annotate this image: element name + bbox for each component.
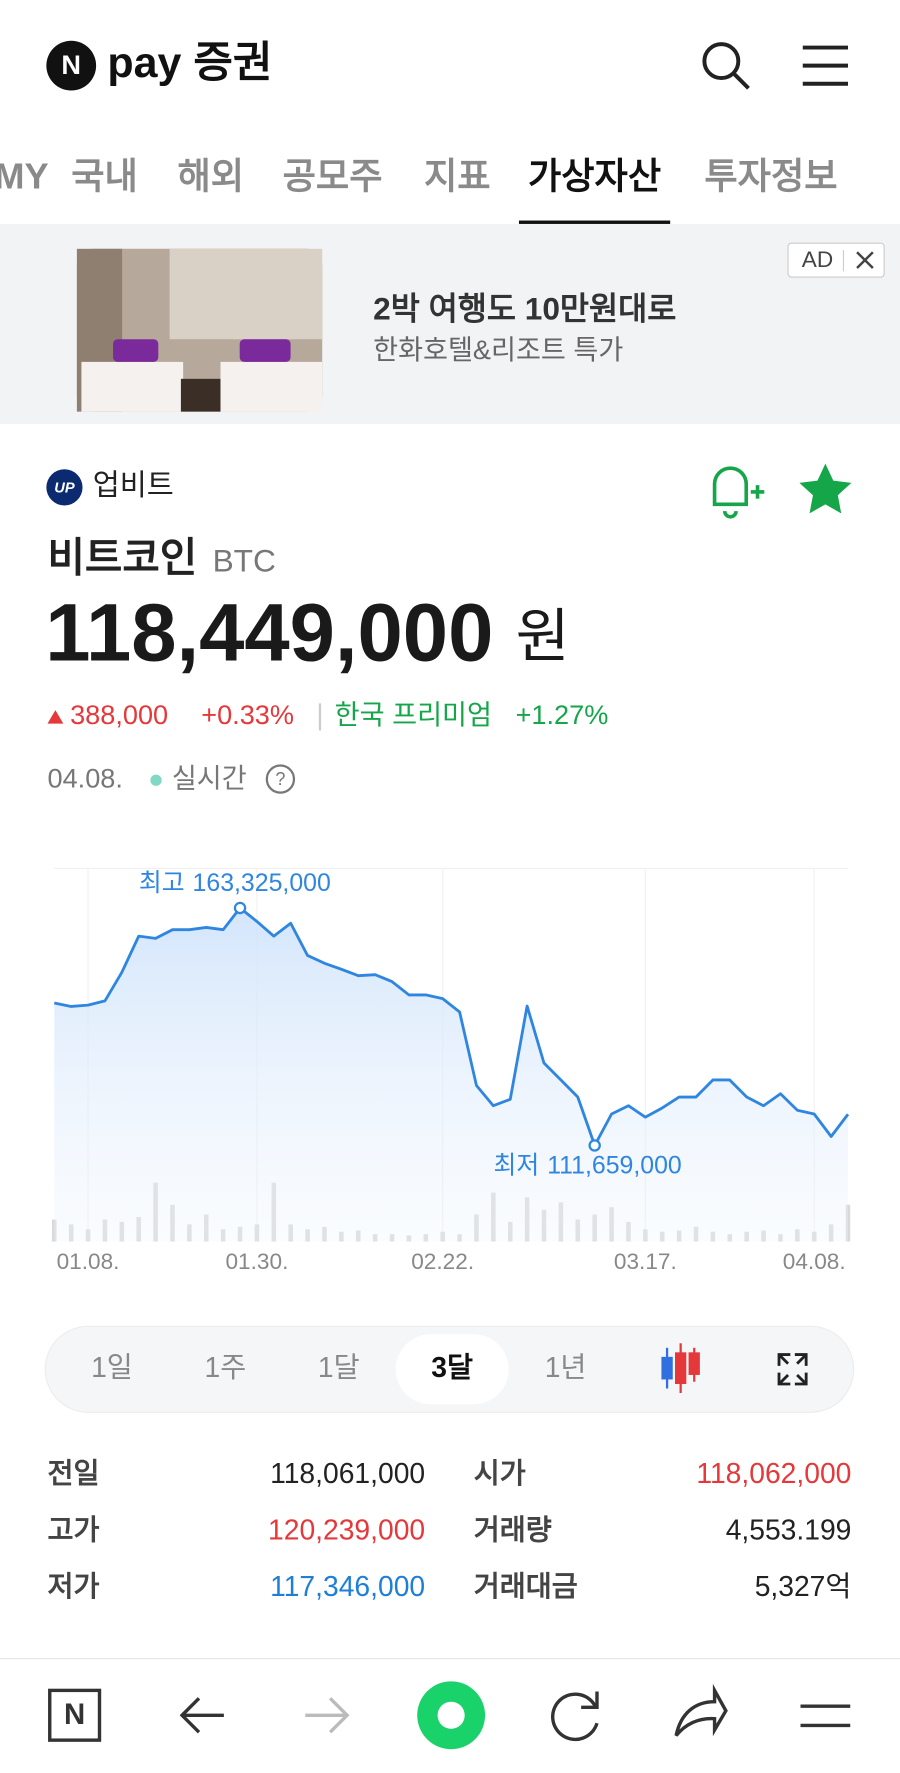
x-tick-label: 04.08. [783, 1249, 846, 1274]
status: 실시간 [172, 762, 247, 793]
asset-name: 비트코인 [47, 535, 197, 581]
stat-label: 거래량 [474, 1514, 552, 1546]
exchange-logo [46, 469, 83, 506]
stat-label: 시가 [474, 1457, 526, 1489]
brand: pay 증권 [107, 39, 272, 87]
price-area [54, 907, 848, 1242]
price-chart: 01.08. 01.30. 02.22. 03.17. 04.08. 최고 163,325,… [52, 867, 851, 1274]
ad-badge-text: AD [802, 247, 833, 272]
stat-value: 118,061,000 [270, 1457, 425, 1489]
svg-text:?: ? [275, 769, 285, 789]
share-button[interactable] [674, 1683, 728, 1737]
green-dot-button[interactable] [417, 1681, 486, 1750]
volume-bar [845, 1204, 851, 1242]
x-tick-label: 01.30. [225, 1249, 288, 1274]
asset-info: UP 업비트 비트코인 BTC 118,449,000 원 388,000 +0… [45, 463, 852, 794]
up-arrow [47, 710, 64, 724]
period-option[interactable]: 1주 [204, 1351, 246, 1383]
ad-title: 2박 여행도 10만원대로 [373, 290, 676, 326]
svg-text:N: N [64, 1698, 85, 1731]
annotation-label: 최저 [494, 1151, 540, 1179]
live-dot [150, 774, 162, 786]
home-button[interactable]: N [48, 1688, 102, 1742]
stats-table: 전일 118,061,000 시가 118,062,000 고가 120,239,000 거… [47, 1457, 851, 1602]
period-option[interactable]: 1년 [545, 1351, 587, 1383]
period-active [395, 1334, 509, 1405]
period-option[interactable]: 1달 [318, 1351, 360, 1383]
fullscreen-button[interactable] [777, 1353, 808, 1386]
back-button[interactable] [179, 1697, 224, 1734]
stat-value: 117,346,000 [270, 1570, 425, 1602]
extreme-marker [233, 901, 247, 915]
stat-value: 4,553.199 [726, 1514, 852, 1546]
stat-value: 5,327억 [755, 1570, 852, 1602]
search-icon[interactable] [702, 42, 750, 90]
change-percent: +0.33% [201, 699, 294, 730]
x-tick-label: 03.17. [614, 1249, 677, 1274]
ad-close[interactable] [856, 251, 874, 269]
logo[interactable] [46, 40, 97, 91]
tab[interactable]: 가상자산 [528, 155, 661, 196]
menu-icon[interactable] [802, 45, 848, 86]
stat-label: 저가 [47, 1570, 99, 1602]
ad-banner[interactable]: 2박 여행도 10만원대로 한화호텔&리조트 특가 AD [0, 223, 900, 425]
stat-label: 고가 [47, 1514, 99, 1546]
x-tick-label: 01.08. [57, 1249, 120, 1274]
price: 118,449,000 [45, 587, 493, 678]
asset-symbol: BTC [213, 542, 276, 578]
tab[interactable]: MY [0, 155, 49, 196]
stat-label: 전일 [47, 1457, 99, 1489]
extreme-marker [588, 1139, 601, 1152]
annotation-label: 최고 [139, 869, 185, 897]
refresh-button[interactable] [551, 1691, 599, 1742]
forward-button[interactable] [305, 1697, 350, 1734]
tab-underline [518, 220, 671, 226]
ad-subtitle: 한화호텔&리조트 특가 [373, 334, 623, 365]
tab[interactable]: 지표 [424, 155, 491, 196]
stat-value: 118,062,000 [696, 1457, 851, 1489]
header: N pay 증권 [46, 39, 848, 91]
stat-label: 거래대금 [474, 1570, 578, 1602]
tab-bar: MY 국내 해외 공모주 지표 가상자산 투자정보 [0, 155, 838, 226]
ad-image [76, 248, 323, 412]
tab[interactable]: 공모주 [283, 155, 383, 196]
price-line [53, 906, 850, 1147]
exchange-logo-text: UP [54, 480, 75, 496]
help-icon[interactable]: ? [265, 764, 296, 794]
period-selector: 1일 1주 1달 3달 1년 [91, 1334, 587, 1405]
annotation-value: 163,325,000 [193, 869, 331, 897]
period-option[interactable]: 1일 [91, 1351, 133, 1383]
tab[interactable]: 투자정보 [704, 155, 837, 196]
premium-label: 한국 프리미엄 [335, 699, 492, 730]
favorite-button[interactable] [799, 463, 852, 514]
exchange-name: 업비트 [93, 469, 174, 502]
more-button[interactable] [800, 1704, 851, 1728]
change: 388,000 [70, 699, 168, 730]
date: 04.08. [47, 762, 122, 793]
alert-button[interactable] [712, 466, 765, 519]
annotation-value: 111,659,000 [547, 1151, 682, 1179]
currency: 원 [516, 605, 570, 670]
tab[interactable]: 국내 [71, 155, 138, 196]
period-option[interactable]: 3달 [431, 1351, 473, 1383]
stat-value: 120,239,000 [268, 1514, 425, 1546]
ad-badge [787, 242, 885, 278]
logo-letter: N [61, 49, 81, 80]
premium: +1.27% [516, 699, 609, 730]
x-tick-label: 02.22. [411, 1249, 474, 1274]
tab[interactable]: 해외 [178, 155, 245, 196]
candle-toggle[interactable] [661, 1343, 700, 1394]
